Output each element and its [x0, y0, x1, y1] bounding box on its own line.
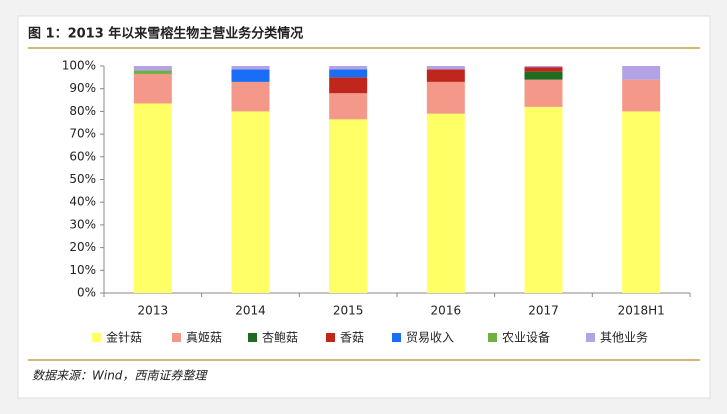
bar-segment [426, 66, 465, 70]
bar-segment [426, 113, 465, 293]
bar-segment [133, 66, 172, 71]
bar-segment [231, 81, 270, 112]
bar-segment [524, 66, 563, 68]
bar-segment [622, 66, 661, 80]
legend-label: 杏鲍菇 [262, 331, 298, 345]
y-tick-label: 90% [69, 81, 96, 95]
bar-segment [133, 103, 172, 293]
x-tick-label: 2017 [528, 304, 559, 318]
bar-segment [329, 66, 368, 70]
legend-label: 香菇 [340, 331, 364, 345]
y-tick-label: 100% [62, 59, 96, 73]
bar-segment [524, 106, 563, 293]
x-tick-label: 2018H1 [618, 304, 665, 318]
x-tick-label: 2015 [333, 304, 364, 318]
legend-label: 农业设备 [502, 331, 550, 345]
bar-segment [231, 111, 270, 294]
bar-segment [231, 69, 270, 82]
legend-swatch [586, 333, 595, 342]
legend-label: 贸易收入 [406, 331, 454, 345]
bar-segment [329, 69, 368, 78]
legend-swatch [92, 333, 101, 342]
bar-segment [524, 67, 563, 72]
legend-swatch [392, 333, 401, 342]
bar-segment [231, 66, 270, 70]
legend-label: 其他业务 [600, 330, 648, 345]
bar-segment [329, 77, 368, 94]
x-tick-label: 2013 [138, 304, 169, 318]
y-tick-label: 30% [69, 217, 96, 231]
bar-segment [524, 79, 563, 107]
y-tick-label: 60% [69, 149, 96, 163]
y-tick-label: 0% [77, 286, 96, 300]
bar-segment [426, 81, 465, 114]
y-tick-label: 50% [69, 172, 96, 186]
bar-segment [329, 93, 368, 120]
bar-segment [426, 69, 465, 82]
y-tick-label: 20% [69, 240, 96, 254]
y-tick-label: 80% [69, 104, 96, 118]
y-tick-label: 10% [69, 263, 96, 277]
legend-swatch [488, 333, 497, 342]
x-tick-label: 2014 [235, 304, 266, 318]
chart-title: 图 1：2013 年以来雪榕生物主营业务分类情况 [28, 26, 303, 42]
legend-swatch [326, 333, 335, 342]
legend-label: 真姬菇 [186, 331, 222, 345]
bar-segment [133, 73, 172, 104]
legend-swatch [172, 333, 181, 342]
legend-label: 金针菇 [106, 330, 142, 345]
x-tick-label: 2016 [431, 304, 462, 318]
source: 数据来源：Wind，西南证券整理 [32, 369, 208, 383]
legend-swatch [248, 333, 257, 342]
bar-segment [329, 119, 368, 293]
bar-segment [133, 70, 172, 74]
bar-segment [524, 71, 563, 80]
bar-segment [622, 79, 661, 112]
y-tick-label: 70% [69, 127, 96, 141]
bar-segment [622, 111, 661, 294]
y-tick-label: 40% [69, 195, 96, 209]
